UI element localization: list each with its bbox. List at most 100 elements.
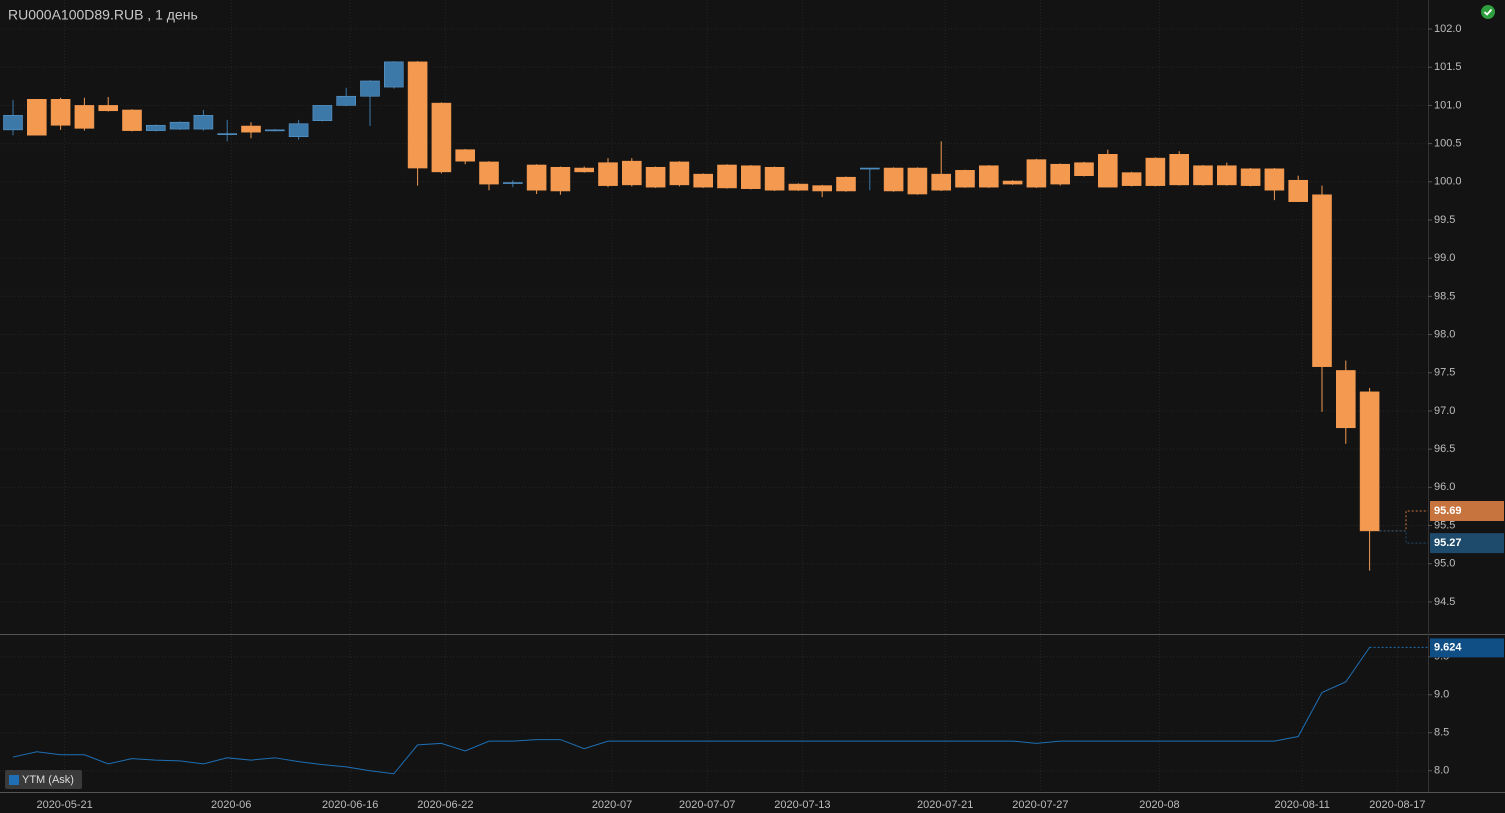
legend-label: YTM (Ask) (22, 774, 74, 786)
last-label: 9.624 (1434, 641, 1462, 653)
y-tick-label: 99.0 (1434, 252, 1455, 264)
candle-body (1193, 165, 1213, 186)
candle-body (717, 164, 737, 189)
candle-body (3, 115, 23, 131)
status-check (1483, 8, 1493, 16)
candle-body (312, 105, 333, 121)
line-series (12, 647, 1371, 775)
candle-body (479, 161, 499, 185)
candle-body (1098, 153, 1118, 188)
x-tick-label: 2020-07-27 (1012, 799, 1068, 811)
candle-body (264, 129, 285, 132)
candle-body (455, 149, 476, 162)
candle-body (1240, 168, 1261, 186)
candle-body (740, 165, 761, 189)
candle-body (502, 182, 523, 184)
candle-body (1288, 179, 1308, 202)
candle-body (978, 165, 999, 188)
y-tick-label: 97.5 (1434, 367, 1455, 379)
candle-body (336, 95, 357, 106)
y-tick-label: 100.0 (1434, 176, 1462, 188)
candle-body (836, 176, 856, 192)
candle-body (431, 102, 452, 173)
candle-body (955, 170, 975, 188)
x-tick-label: 2020-08-11 (1274, 799, 1329, 811)
y-tick-label: 100.5 (1434, 138, 1462, 150)
candle-body (193, 115, 214, 130)
x-tick-label: 2020-06 (211, 799, 251, 811)
candle-body (883, 167, 904, 192)
candle-body (1145, 157, 1166, 186)
y-tick-label: 9.0 (1434, 689, 1449, 701)
candle-body (1312, 194, 1332, 367)
candle-body (217, 133, 237, 135)
x-tick-label: 2020-07-21 (917, 799, 973, 811)
y-tick-label: 97.0 (1434, 405, 1455, 417)
y-tick-label: 101.5 (1434, 61, 1462, 73)
candle-body (1026, 159, 1047, 188)
candle-body (812, 185, 833, 192)
candle-body (1169, 153, 1189, 186)
price-label-box (1430, 501, 1504, 522)
candle-body (26, 99, 47, 136)
candle-body (645, 166, 666, 188)
candle-body (1002, 180, 1023, 185)
marks (3, 61, 1428, 775)
candle-body (764, 166, 785, 191)
candle-body (931, 173, 952, 191)
x-tick-label: 2020-07-07 (679, 799, 735, 811)
x-tick-label: 2020-05-21 (36, 799, 92, 811)
grid (0, 0, 1432, 792)
candle-body (1359, 391, 1380, 532)
last-label-box (1430, 638, 1504, 658)
x-tick-label: 2020-06-16 (322, 799, 378, 811)
price-connector (1379, 530, 1428, 544)
candle-body (574, 167, 595, 173)
candle-body (1050, 163, 1070, 185)
candle-body (74, 105, 95, 129)
x-tick-label: 2020-08 (1139, 799, 1179, 811)
y-tick-label: 94.5 (1434, 596, 1455, 608)
labels: 2020-05-21 2020-06 2020-06-16 2020-06-22 202… (36, 23, 1504, 811)
price-label: 95.69 (1434, 505, 1462, 517)
candle-body (1336, 370, 1356, 429)
candle-body (550, 166, 571, 192)
y-tick-label: 101.0 (1434, 99, 1462, 111)
candle-body (383, 61, 404, 88)
chart-title: RU000A100D89.RUB , 1 день (8, 7, 198, 23)
y-tick-label: 96.0 (1434, 481, 1455, 493)
y-tick-label: 95.5 (1434, 519, 1455, 531)
candle-body (1121, 172, 1142, 186)
candle-body (241, 125, 261, 133)
x-tick-label: 2020-07 (592, 799, 632, 811)
y-tick-label: 96.5 (1434, 443, 1455, 455)
x-tick-label: 2020-07-13 (774, 799, 830, 811)
candle-body (1264, 168, 1285, 191)
price-label: 95.27 (1434, 537, 1462, 549)
legend-box (5, 770, 82, 789)
candle-body (1217, 165, 1237, 186)
y-tick-label: 102.0 (1434, 23, 1462, 35)
status-icon (1481, 5, 1495, 19)
y-tick-label: 8.5 (1434, 727, 1449, 739)
candle-body (288, 123, 309, 138)
candle-body (50, 99, 71, 126)
candle-body (669, 161, 690, 186)
y-tick-label: 95.0 (1434, 558, 1455, 570)
candle-body (360, 80, 380, 97)
candle-body (98, 105, 118, 112)
y-tick-label: 98.0 (1434, 328, 1455, 340)
x-tick-label: 2020-08-17 (1369, 799, 1425, 811)
y-tick-label: 8.0 (1434, 765, 1449, 777)
candle-body (122, 109, 142, 131)
y-tick-label: 98.5 (1434, 290, 1455, 302)
candle-body (859, 167, 880, 170)
candle-body (621, 160, 642, 186)
candle-body (526, 164, 547, 191)
candle-body (169, 121, 190, 130)
candle-body (907, 167, 928, 195)
candle-body (407, 61, 428, 169)
y-tick-label: 99.5 (1434, 214, 1455, 226)
legend-swatch (9, 775, 19, 785)
